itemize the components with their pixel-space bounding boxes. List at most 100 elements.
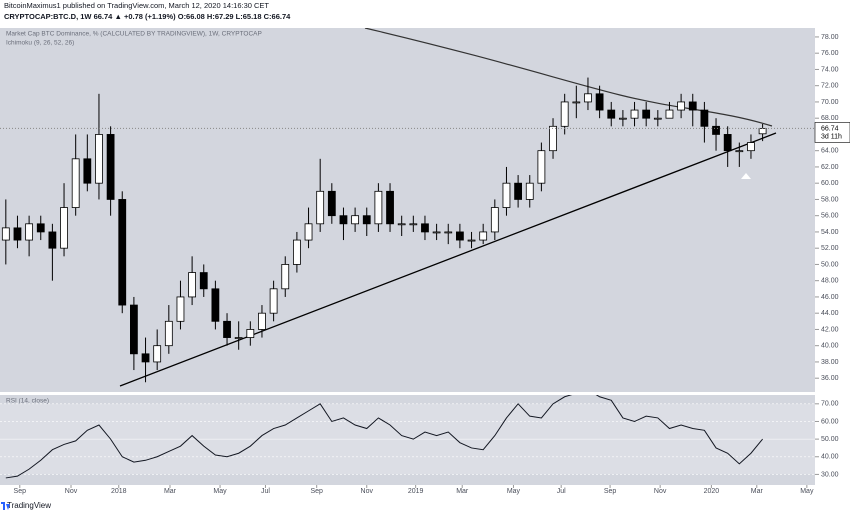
candle-body	[688, 101, 697, 111]
x-tick-label: Sep	[604, 488, 617, 495]
candle-body	[13, 227, 22, 241]
candle-body	[595, 93, 604, 111]
y-tick-label: 56.00	[821, 213, 839, 220]
trend-curve	[364, 28, 773, 127]
candle-body	[153, 345, 162, 363]
arrow-marker	[741, 173, 751, 179]
y-tick-label: 42.00	[821, 326, 839, 333]
support-line	[119, 132, 777, 387]
x-tick-label: 2020	[704, 488, 720, 495]
y-tick-label: 50.00	[821, 261, 839, 268]
candle-body	[316, 190, 325, 225]
y-tick-label: 36.00	[821, 375, 839, 382]
candle-body	[723, 134, 732, 152]
candle-body	[327, 190, 336, 217]
rsi-line	[5, 395, 763, 479]
symbol-line: CRYPTOCAP:BTC.D, 1W 66.74 ▲ +0.78 (+1.19…	[4, 12, 291, 21]
rsi	[5, 395, 763, 479]
y-tick-label: 64.00	[821, 148, 839, 155]
candle-body	[490, 207, 499, 233]
series-title: Market Cap BTC Dominance, % (CALCULATED …	[6, 31, 262, 38]
candle-body	[653, 117, 662, 120]
y-tick-label: 46.00	[821, 294, 839, 301]
y-tick-label: 44.00	[821, 310, 839, 317]
price-label: 66.74	[821, 125, 839, 132]
candle-body	[735, 150, 744, 153]
y-tick-label: 70.00	[821, 401, 839, 408]
x-tick-label: Mar	[164, 488, 177, 495]
candle-body	[176, 296, 185, 322]
y-tick-label: 30.00	[821, 471, 839, 478]
x-tick-label: Jul	[261, 488, 270, 495]
candle-body	[444, 231, 453, 234]
candle-body	[607, 109, 616, 119]
y-tick-label: 48.00	[821, 278, 839, 285]
candle-body	[339, 215, 348, 225]
brand: TradingView	[7, 501, 51, 510]
x-tick-label: Sep	[14, 488, 27, 495]
candle-body	[106, 134, 115, 200]
candle-body	[560, 101, 569, 127]
publisher: BitcoinMaximus1 published on TradingView…	[4, 1, 269, 10]
candle-body	[630, 109, 639, 119]
y-tick-label: 38.00	[821, 359, 839, 366]
candle-body	[374, 190, 383, 225]
candle-body	[525, 182, 534, 200]
candle-body	[211, 288, 220, 322]
candle-body	[304, 223, 313, 241]
candle-body	[642, 109, 651, 119]
candle-body	[292, 239, 301, 265]
candle-body	[467, 239, 476, 242]
candle-body	[141, 353, 150, 363]
x-tick-label: Nov	[361, 488, 374, 495]
candle-body	[25, 223, 34, 241]
y-tick-label: 72.00	[821, 83, 839, 90]
x-tick-label: Mar	[456, 488, 469, 495]
candle-body	[665, 109, 674, 119]
candle-body	[572, 101, 581, 104]
candle-body	[1, 227, 10, 241]
candle-body	[409, 223, 418, 226]
candle-body	[677, 101, 685, 111]
candle-body	[188, 272, 197, 298]
candle-body	[479, 231, 488, 241]
candle-body	[747, 142, 755, 152]
x-tick-label: Nov	[654, 488, 667, 495]
candle-body	[421, 223, 429, 233]
indicator-title: Ichimoku (9, 26, 52, 26)	[6, 40, 74, 47]
x-tick-label: May	[800, 488, 814, 495]
candle-body	[712, 125, 720, 135]
price-axis	[815, 28, 850, 485]
candle-body	[246, 329, 255, 338]
x-tick-label: May	[507, 488, 521, 495]
y-tick-label: 40.00	[821, 343, 839, 350]
candle-body	[223, 320, 231, 338]
candle-body	[549, 125, 557, 152]
y-tick-label: 52.00	[821, 245, 839, 252]
candle-body	[619, 117, 627, 120]
y-tick-label: 78.00	[821, 34, 839, 41]
x-tick-label: Nov	[65, 488, 78, 495]
candle-body	[514, 182, 522, 200]
candle-body	[83, 158, 92, 184]
candle-body	[129, 304, 138, 355]
candle-body	[537, 150, 546, 184]
x-tick-label: 2019	[408, 488, 424, 495]
candle-body	[60, 207, 68, 249]
candle-body	[281, 264, 290, 290]
y-tick-label: 68.00	[821, 115, 839, 122]
candle-body	[362, 215, 371, 225]
x-tick-label: Jul	[557, 488, 566, 495]
y-tick-label: 60.00	[821, 180, 839, 187]
y-tick-label: 74.00	[821, 66, 839, 73]
candle-body	[455, 231, 464, 241]
candles	[1, 77, 767, 383]
candle-body	[397, 223, 406, 226]
y-tick-label: 76.00	[821, 50, 839, 57]
y-tick-label: 62.00	[821, 164, 839, 171]
x-tick-label: Mar	[751, 488, 764, 495]
price-tag	[814, 122, 850, 143]
x-tick-label: 2018	[111, 488, 127, 495]
y-tick-label: 60.00	[821, 418, 839, 425]
